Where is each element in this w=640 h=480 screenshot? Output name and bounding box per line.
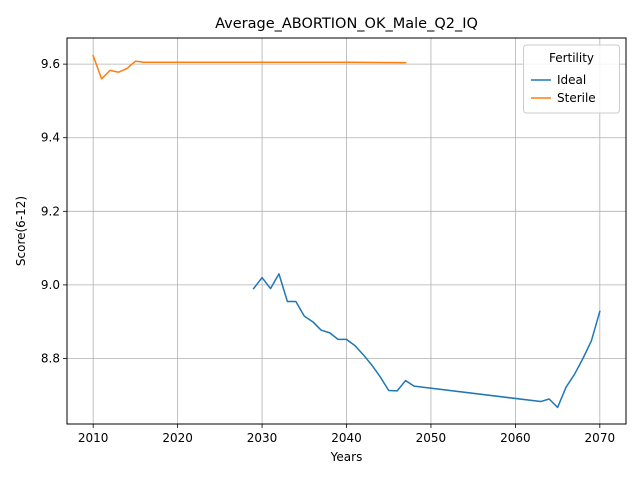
- x-tick-label: 2050: [416, 431, 447, 445]
- y-tick-label: 9.4: [41, 131, 60, 145]
- x-axis-label: Years: [330, 450, 363, 464]
- x-tick-label: 2040: [331, 431, 362, 445]
- y-tick-label: 9.2: [41, 204, 60, 218]
- legend-box: [523, 44, 620, 114]
- series-lines: [92, 54, 601, 409]
- legend-label-sterile: Sterile: [557, 91, 596, 105]
- x-tick-label: 2010: [78, 431, 109, 445]
- y-tick-label: 9.6: [41, 57, 60, 71]
- legend: Fertility Ideal Sterile: [523, 44, 620, 114]
- axis-ticks: 2010 2020 2030 2040 2050 2060 2070 8.8 9.0 9.2 9.4…: [41, 57, 615, 445]
- x-tick-label: 2060: [500, 431, 531, 445]
- legend-label-ideal: Ideal: [557, 73, 586, 87]
- y-tick-label: 8.8: [41, 352, 60, 366]
- series-line-ideal: [252, 273, 601, 409]
- y-axis-label: Score(6-12): [14, 196, 28, 266]
- legend-title: Fertility: [549, 51, 594, 65]
- grid-lines: [67, 38, 626, 424]
- series-line-sterile: [92, 54, 407, 80]
- y-tick-label: 9.0: [41, 278, 60, 292]
- x-tick-label: 2020: [162, 431, 193, 445]
- chart-title: Average_ABORTION_OK_Male_Q2_IQ: [215, 16, 478, 32]
- x-tick-label: 2070: [585, 431, 616, 445]
- x-tick-label: 2030: [247, 431, 278, 445]
